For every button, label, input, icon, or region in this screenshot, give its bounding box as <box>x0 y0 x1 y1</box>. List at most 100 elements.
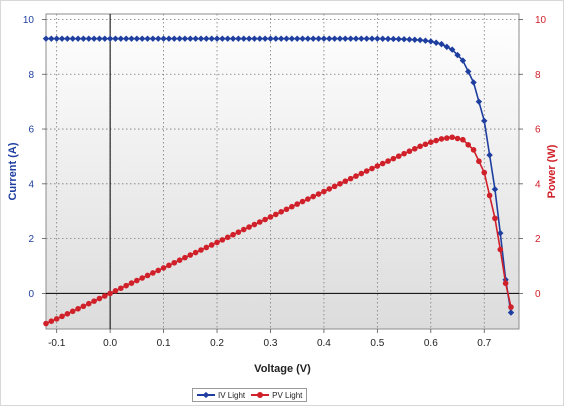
iv-marker <box>176 35 183 42</box>
pv-marker <box>433 137 439 144</box>
pv-marker <box>64 311 71 317</box>
iv-marker <box>219 35 226 42</box>
data-point-pv <box>82 305 85 308</box>
iv-marker <box>454 51 461 59</box>
pv-marker <box>289 203 295 210</box>
data-point-iv <box>440 42 443 46</box>
iv-marker <box>208 35 215 42</box>
data-point-iv <box>429 40 433 43</box>
data-point-iv <box>215 37 219 40</box>
data-point-pv <box>499 248 502 251</box>
data-point-pv <box>162 266 165 270</box>
pv-marker <box>48 318 55 324</box>
y-tick-label-right: 10 <box>535 15 547 26</box>
pv-marker <box>91 298 97 304</box>
iv-marker <box>432 39 440 46</box>
iv-marker <box>277 35 285 42</box>
data-point-iv <box>242 37 245 40</box>
pv-marker <box>85 300 92 307</box>
iv-marker <box>128 35 135 42</box>
iv-marker <box>331 35 338 42</box>
y-axis-label-right: Power (W) <box>546 144 558 198</box>
data-point-iv <box>162 37 165 40</box>
pv-marker <box>310 193 317 200</box>
y-axis-label-left: Current (A) <box>7 142 19 200</box>
iv-marker <box>197 35 205 42</box>
pv-marker <box>203 244 210 251</box>
x-axis-label: Voltage (V) <box>254 363 311 375</box>
pv-marker <box>208 242 215 248</box>
iv-marker <box>48 35 55 42</box>
iv-marker <box>422 37 429 44</box>
iv-marker <box>69 35 76 42</box>
y-tick-label-right: 4 <box>535 179 541 190</box>
data-point-pv <box>242 228 245 231</box>
data-point-pv <box>418 145 422 148</box>
iv-marker <box>352 35 360 42</box>
pv-marker <box>273 211 279 218</box>
data-point-pv <box>504 282 507 285</box>
pv-marker <box>395 153 402 159</box>
data-point-iv <box>402 38 406 41</box>
data-point-pv <box>376 164 379 168</box>
plot-area <box>45 13 520 330</box>
iv-marker <box>58 35 66 42</box>
data-point-iv <box>322 37 326 40</box>
iv-marker <box>192 35 199 42</box>
data-point-iv <box>499 231 502 235</box>
pv-marker <box>486 192 493 199</box>
pv-marker <box>369 165 375 172</box>
pv-marker <box>283 206 290 213</box>
x-tick-label: -0.1 <box>48 338 66 349</box>
iv-marker <box>304 35 312 42</box>
iv-marker <box>358 35 365 42</box>
data-point-pv <box>295 202 299 206</box>
data-point-pv <box>322 190 326 193</box>
data-point-iv <box>509 311 513 314</box>
pv-marker <box>123 282 129 289</box>
pv-marker <box>444 135 450 141</box>
iv-marker <box>395 35 402 43</box>
pv-marker <box>166 262 172 269</box>
iv-marker <box>443 43 451 51</box>
iv-marker <box>144 35 151 42</box>
data-point-iv <box>135 37 139 40</box>
pv-marker <box>353 173 359 179</box>
pv-marker <box>155 267 162 274</box>
pv-marker <box>75 305 81 312</box>
pv-marker <box>299 198 306 205</box>
x-tick-label: 0.1 <box>157 338 171 349</box>
iv-marker <box>379 35 386 42</box>
pv-marker <box>101 293 108 299</box>
data-point-pv <box>440 137 443 141</box>
y-tick-label-left: 2 <box>28 234 34 245</box>
iv-marker <box>101 35 108 42</box>
pv-marker <box>182 254 188 261</box>
data-point-pv <box>402 152 406 155</box>
iv-marker <box>486 151 493 159</box>
iv-marker <box>363 35 370 42</box>
pv-marker <box>411 145 418 152</box>
pv-marker <box>454 135 461 142</box>
iv-marker <box>117 35 125 42</box>
iv-marker <box>85 35 92 42</box>
pv-marker <box>59 313 65 320</box>
pv-marker <box>331 183 338 190</box>
iv-marker <box>149 35 157 42</box>
iv-marker <box>475 98 483 105</box>
data-point-pv <box>135 279 139 282</box>
legend-swatch-pv-light <box>251 391 270 399</box>
data-point-iv <box>44 37 48 40</box>
data-point-iv <box>82 37 85 40</box>
legend-label-pv-light: PV Light <box>272 390 303 400</box>
pv-marker <box>326 186 333 192</box>
pv-marker <box>422 141 429 148</box>
iv-marker <box>384 35 392 43</box>
pv-marker <box>305 196 311 202</box>
pv-marker <box>406 148 413 155</box>
data-point-pv <box>215 241 219 244</box>
x-tick-label: 0.7 <box>477 338 491 349</box>
pv-marker <box>278 209 284 215</box>
y-tick-label-left: 4 <box>28 179 34 190</box>
